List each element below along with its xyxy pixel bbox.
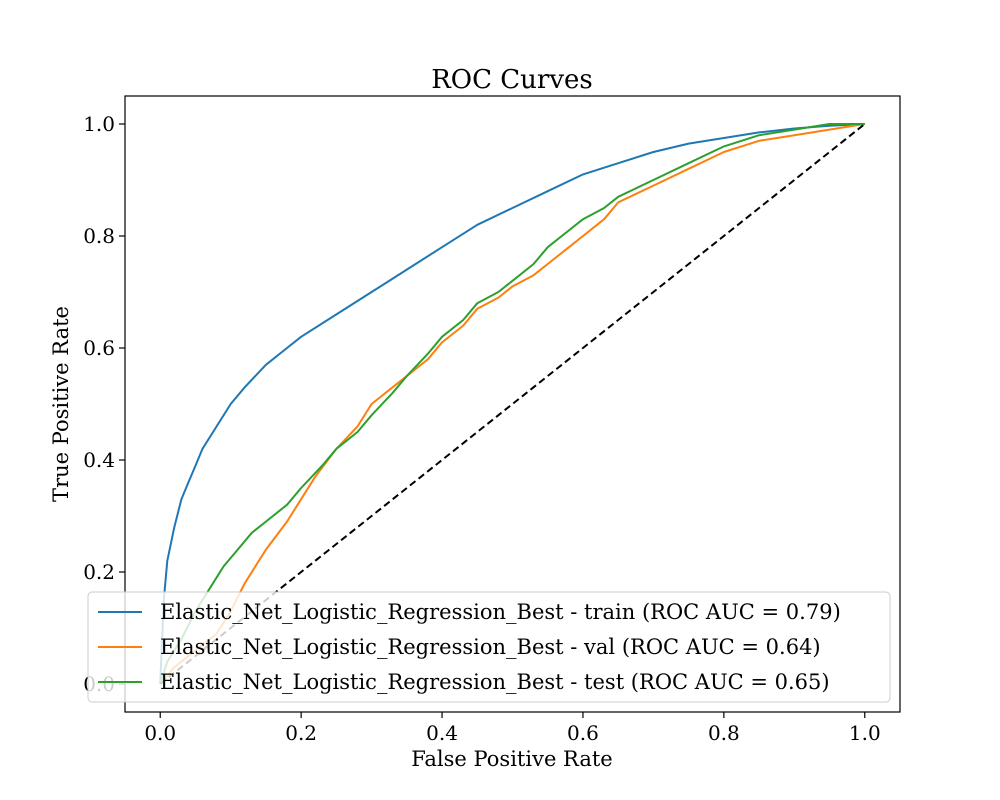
chance-diagonal-line [159,123,866,685]
y-tick-label: 0.2 [83,560,115,584]
x-tick-label: 0.0 [144,721,176,745]
x-tick-label: 0.8 [708,721,740,745]
x-axis-label: False Positive Rate [411,747,612,771]
legend-box [87,591,891,703]
series-line-val [159,123,865,685]
legend-label: Elastic_Net_Logistic_Regression_Best - t… [160,670,830,694]
legend-label: Elastic_Net_Logistic_Regression_Best - t… [160,600,841,624]
x-tick-label: 0.6 [567,721,599,745]
plot-area [159,123,866,685]
chart-title: ROC Curves [431,65,593,95]
series-line-test [159,123,865,685]
y-tick-label: 0.4 [83,448,115,472]
x-tick-label: 1.0 [849,721,881,745]
x-tick-label: 0.4 [426,721,458,745]
series-line-train [159,123,865,685]
y-tick-label: 1.0 [83,112,115,136]
axis-ticks: 0.00.20.40.60.81.00.00.20.40.60.81.0 [83,112,880,745]
y-tick-label: 0.6 [83,336,115,360]
legend-label: Elastic_Net_Logistic_Regression_Best - v… [160,635,821,659]
x-tick-label: 0.2 [285,721,317,745]
y-axis-label: True Positive Rate [49,306,73,502]
y-tick-label: 0.8 [83,224,115,248]
legend: Elastic_Net_Logistic_Regression_Best - t… [87,591,891,703]
axes-frame [124,95,901,713]
